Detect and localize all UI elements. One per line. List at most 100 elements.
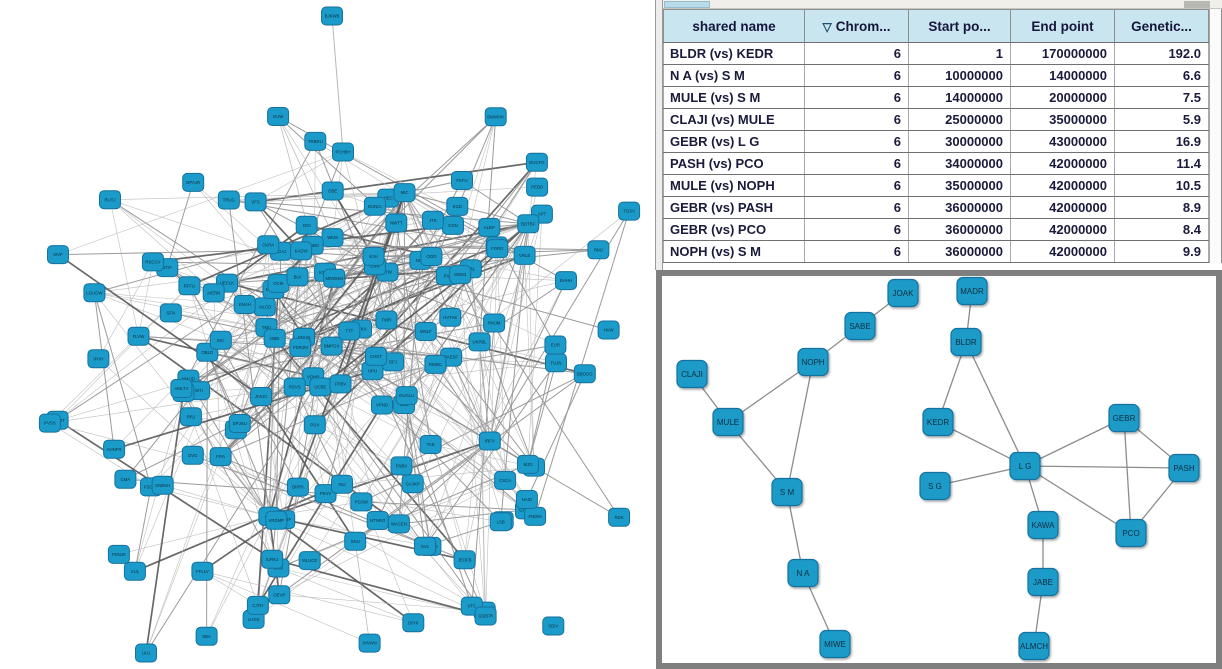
network-node[interactable]: OOO — [420, 247, 443, 266]
node-shape[interactable] — [419, 435, 442, 454]
cell-shared-name[interactable]: GEBR (vs) L G — [663, 130, 805, 153]
network-node[interactable]: VRDMP — [265, 510, 288, 530]
network-node[interactable]: EPJSU — [228, 414, 251, 433]
network-node[interactable]: VFS — [244, 192, 267, 212]
node-shape[interactable] — [87, 349, 110, 369]
node-shape[interactable] — [298, 551, 321, 571]
node-shape[interactable] — [676, 359, 708, 389]
network-node-bldr[interactable]: BLDR — [950, 327, 982, 357]
node-shape[interactable] — [295, 215, 318, 235]
network-node[interactable]: ALEP — [478, 217, 501, 237]
table-row[interactable]: PASH (vs) PCO 6 34000000 42000000 11.4 — [663, 152, 1209, 175]
network-node[interactable]: IURKJ — [261, 549, 284, 569]
network-edge[interactable] — [430, 444, 535, 468]
node-shape[interactable] — [1027, 567, 1059, 597]
cell-value[interactable]: 170000000 — [1010, 42, 1115, 65]
network-node[interactable]: BMPGV — [320, 336, 343, 356]
network-node[interactable]: RINBC — [424, 354, 447, 374]
network-edge[interactable] — [424, 280, 567, 547]
node-shape[interactable] — [1108, 403, 1140, 433]
network-node[interactable]: RRJ — [179, 407, 202, 427]
cell-value[interactable]: 8.9 — [1114, 196, 1209, 219]
node-shape[interactable] — [191, 561, 214, 581]
cell-value[interactable]: 10.5 — [1114, 174, 1209, 197]
network-edge[interactable] — [260, 396, 285, 520]
node-shape[interactable] — [202, 283, 225, 303]
network-node[interactable]: LGUOW — [83, 283, 106, 303]
node-shape[interactable] — [127, 326, 150, 346]
cell-value[interactable]: 14000000 — [1010, 64, 1115, 87]
network-node[interactable]: UCBE — [309, 377, 332, 397]
network-node[interactable]: EIC — [209, 330, 232, 350]
network-node[interactable]: IVNWN — [358, 633, 381, 653]
network-edge[interactable] — [450, 356, 491, 442]
network-node[interactable]: KADVI — [290, 241, 313, 261]
network-node[interactable]: DFHI — [402, 613, 425, 633]
network-edge[interactable] — [125, 316, 451, 480]
node-shape[interactable] — [362, 246, 385, 266]
network-edge[interactable] — [170, 283, 279, 314]
network-edge[interactable] — [269, 516, 486, 617]
network-edge[interactable] — [294, 245, 313, 388]
sort-filter-icon[interactable]: ▽ — [822, 19, 832, 34]
network-edge[interactable] — [98, 261, 154, 359]
network-edge[interactable] — [312, 227, 490, 378]
network-edge[interactable] — [479, 341, 486, 617]
network-node[interactable]: MNLF — [414, 322, 437, 341]
network-node-claji[interactable]: CLAJI — [676, 359, 708, 389]
cell-value[interactable]: 36000000 — [908, 240, 1011, 263]
network-edge[interactable] — [192, 455, 270, 517]
table-row[interactable]: MULE (vs) S M 6 14000000 20000000 7.5 — [663, 86, 1209, 109]
network-edge[interactable] — [524, 255, 535, 468]
node-shape[interactable] — [420, 247, 443, 266]
network-edge[interactable] — [312, 245, 333, 347]
cell-value[interactable]: 36000000 — [908, 218, 1011, 241]
network-node[interactable]: TRBRU — [304, 131, 327, 151]
network-edge[interactable] — [459, 274, 535, 468]
node-shape[interactable] — [439, 307, 462, 327]
network-node[interactable]: ISU — [331, 474, 353, 494]
cell-value[interactable]: 42000000 — [1010, 196, 1115, 219]
node-shape[interactable] — [819, 629, 851, 659]
network-node[interactable]: KGD — [446, 196, 469, 216]
node-shape[interactable] — [246, 595, 269, 615]
network-edge[interactable] — [377, 356, 452, 521]
network-edge[interactable] — [274, 256, 374, 339]
node-shape[interactable] — [844, 311, 876, 341]
node-shape[interactable] — [375, 310, 398, 330]
node-shape[interactable] — [107, 544, 130, 564]
network-node[interactable]: BHHH — [555, 271, 577, 291]
network-edge[interactable] — [526, 373, 586, 500]
network-edge[interactable] — [278, 567, 414, 623]
table-row[interactable]: MULE (vs) NOPH 6 35000000 42000000 10.5 — [663, 174, 1209, 197]
horizontal-scrollbar[interactable] — [663, 0, 1222, 9]
network-edge[interactable] — [269, 383, 341, 517]
node-shape[interactable] — [712, 407, 744, 437]
network-node[interactable]: TWR — [375, 310, 398, 330]
network-edge[interactable] — [320, 362, 557, 388]
node-shape[interactable] — [526, 177, 549, 197]
node-shape[interactable] — [209, 330, 232, 350]
network-node[interactable]: MDWNM — [323, 268, 346, 288]
network-edge[interactable] — [361, 440, 491, 503]
network-node[interactable]: TTT — [338, 321, 361, 341]
network-edge[interactable] — [201, 519, 277, 572]
network-edge[interactable] — [489, 280, 567, 442]
network-node[interactable]: BIPRI — [286, 477, 309, 497]
network-edge[interactable] — [392, 116, 497, 363]
table-row[interactable]: GEBR (vs) PASH 6 36000000 42000000 8.9 — [663, 196, 1209, 219]
node-shape[interactable] — [320, 336, 343, 356]
table-row[interactable]: CLAJI (vs) MULE 6 25000000 35000000 5.9 — [663, 108, 1209, 131]
network-edge[interactable] — [94, 292, 245, 305]
network-node-almch[interactable]: ALMCH — [1018, 631, 1050, 661]
network-edge[interactable] — [134, 483, 343, 573]
network-node[interactable]: GAJKP — [401, 474, 424, 494]
network-node[interactable]: GSEFR — [474, 606, 497, 626]
network-node[interactable]: VPND — [371, 395, 393, 415]
network-node[interactable]: AMLTV — [170, 379, 193, 398]
network-node[interactable]: PVSS — [38, 413, 61, 433]
network-node[interactable]: RMJM — [483, 313, 506, 333]
network-node[interactable]: CGN — [442, 215, 464, 235]
scrollbar-thumb[interactable] — [664, 1, 710, 8]
node-shape[interactable] — [290, 241, 313, 261]
